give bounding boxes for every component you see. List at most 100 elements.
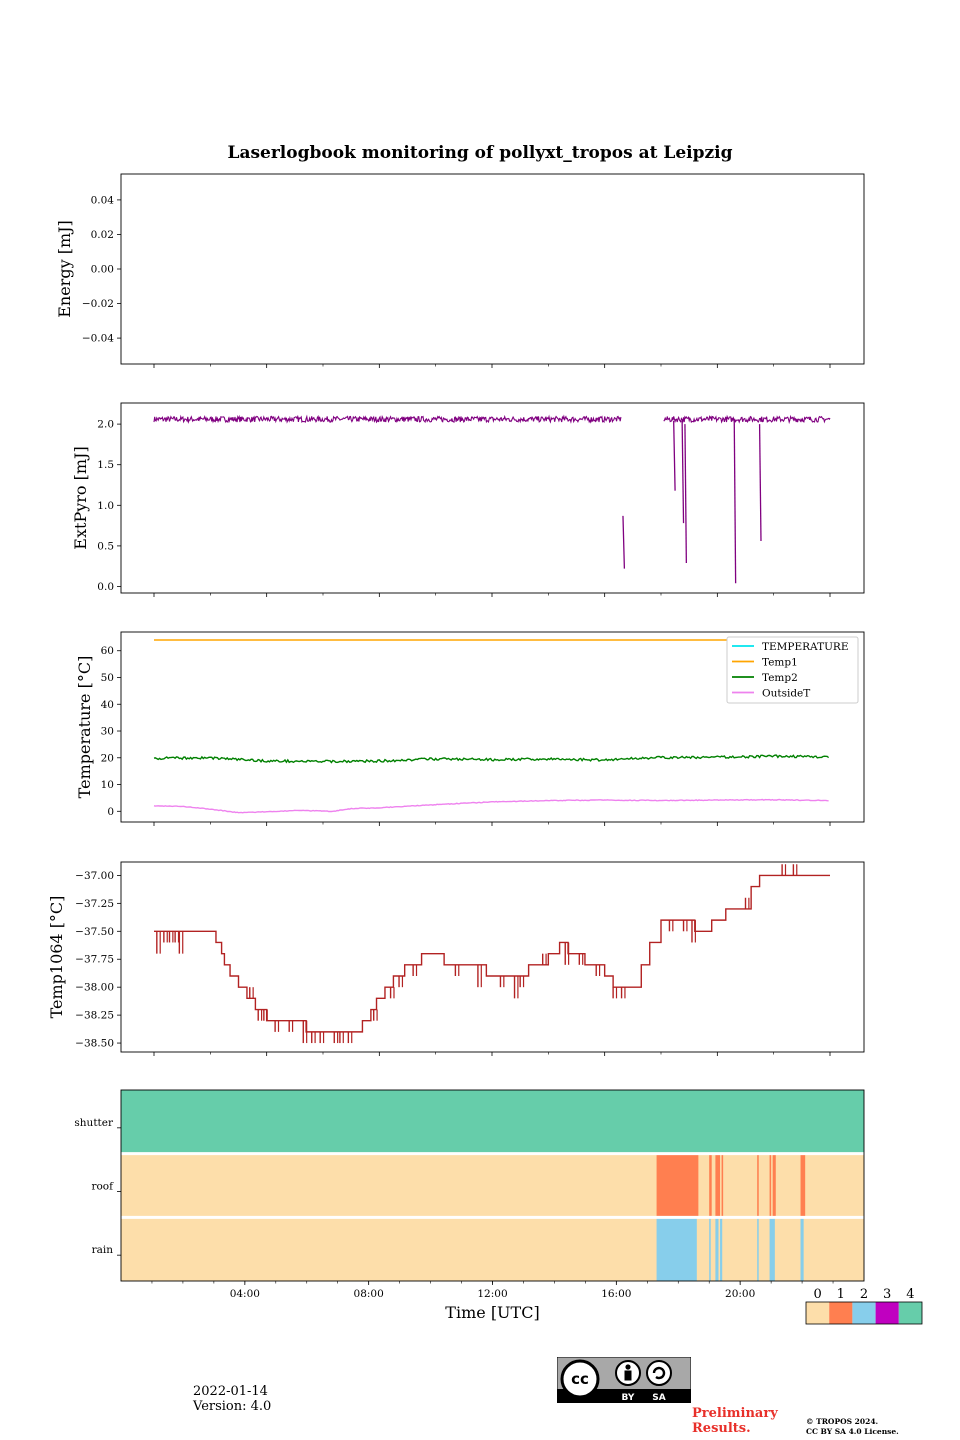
extpyro-dip [758,424,762,542]
event-rain [800,1217,804,1281]
version-label: Version: 4.0 [193,1399,272,1414]
colorbar-label: 4 [906,1287,914,1302]
sa-text: SA [652,1393,665,1403]
event-roof [709,1153,712,1218]
y-tick-label: 0.5 [97,540,114,552]
extpyro-dip [681,420,685,524]
legend-label: TEMPERATURE [762,641,849,653]
y-tick-label: −38.00 [75,982,114,994]
colorbar-cell [898,1302,922,1324]
colorbar-cell [829,1302,853,1324]
x-axis-label: Time [UTC] [445,1303,539,1322]
panel-temp1064: −37.00 −37.25 −37.50 −37.75 −38.00 −38.25 −38.… [47,861,865,1056]
extpyro-dip [684,424,687,563]
y-tick-label: 1.5 [97,459,114,471]
panel-extpyro: 2.0 1.5 1.0 0.5 0.0 ExtPyro [mJ] [71,402,865,597]
y-tick-label: −37.50 [75,926,114,938]
row-label-shutter: shutter [74,1117,114,1129]
cc-by-sa-logo: cc BY SA [557,1357,691,1403]
metadata: 2022-01-14 Version: 4.0 [193,1384,271,1414]
y-tick-label: 20 [101,752,114,764]
extpyro-line [153,414,622,424]
x-tick-label: 20:00 [725,1288,755,1300]
extpyro-dip [673,420,676,491]
colorbar-frame [805,1301,923,1325]
event-rain [720,1217,723,1281]
event-rain [656,1217,697,1281]
license-line-2: CC BY SA 4.0 License. [806,1427,899,1436]
legend-label: Temp2 [762,672,798,684]
cc-icon [560,1359,600,1399]
y-tick-label: 10 [101,779,114,791]
event-roof [800,1153,806,1218]
x-tick-label: 16:00 [601,1288,631,1300]
cc-text: cc [571,1370,589,1388]
y-tick-label: 0.00 [91,264,114,276]
y-tick-label: 0.04 [91,194,115,206]
axes-frame [120,173,865,365]
by-text: BY [622,1393,635,1403]
y-tick-label: 1.0 [97,500,114,512]
legend-label: OutsideT [762,688,810,700]
panel-status: shutter roof rain 04:00 08:00 12:00 16:00 20:00… [74,1089,923,1325]
colorbar-label: 1 [837,1287,845,1302]
colorbar-label: 0 [813,1287,821,1302]
x-tick-label: 04:00 [230,1288,260,1300]
preliminary-line-1: Preliminary [692,1406,778,1421]
license-line-1: © TROPOS 2024. [806,1417,879,1426]
chart-title: Laserlogbook monitoring of pollyxt_tropo… [227,143,732,163]
sa-share-icon [646,1360,672,1386]
y-tick-label: −0.04 [82,333,114,345]
y-tick-label: −37.25 [75,898,114,910]
y-tick-label: −0.02 [82,298,114,310]
colorbar-cell [875,1302,899,1324]
y-axis-label: ExtPyro [mJ] [71,446,90,549]
temp1064-line [154,874,830,1033]
event-roof [757,1153,759,1218]
row-label-roof: roof [91,1181,114,1193]
legend-label: Temp1 [762,657,798,669]
row-rain [121,1217,864,1281]
axes-frame [120,861,865,1053]
y-axis-label: Temperature [°C] [75,656,94,799]
series-temp2 [153,754,830,764]
extpyro-line [663,414,831,425]
y-tick-label: −37.75 [75,954,114,966]
event-rain [709,1217,711,1281]
colorbar-cell [852,1302,876,1324]
row-label-rain: rain [92,1244,114,1256]
axes-frame [120,402,865,594]
event-roof [772,1153,776,1218]
y-tick-label: 50 [101,672,114,684]
y-tick-label: 0.0 [97,581,114,593]
preliminary-note: Preliminary Results. [692,1406,778,1436]
preliminary-line-2: Results. [692,1421,751,1436]
y-tick-label: 0 [107,806,114,818]
panel-energy: 0.04 0.02 0.00 −0.02 −0.04 Energy [mJ] [55,173,865,368]
license-note: © TROPOS 2024. CC BY SA 4.0 License. [806,1417,899,1437]
colorbar-label: 2 [860,1287,868,1302]
y-axis-label: Temp1064 [°C] [47,896,66,1019]
row-shutter [121,1090,864,1154]
axes-frame [120,631,865,823]
date-label: 2022-01-14 [193,1384,268,1399]
event-rain [769,1217,775,1281]
event-rain [757,1217,759,1281]
event-rain [715,1217,719,1281]
series-outsidet [153,798,829,814]
y-tick-label: −37.00 [75,870,114,882]
extpyro-dip [733,419,737,584]
colorbar-label: 3 [883,1287,891,1302]
colorbar-cell [806,1302,830,1324]
y-tick-label: −38.50 [75,1038,114,1050]
event-roof [715,1153,721,1218]
y-tick-label: 2.0 [97,419,114,431]
legend-box [726,636,859,704]
event-roof [721,1153,724,1218]
y-tick-label: 30 [101,726,114,738]
panel-temperature: 60 50 40 30 20 10 0 Temperature [°C] TEMPERATURE… [75,631,865,826]
y-axis-label: Energy [mJ] [55,220,74,318]
x-tick-label: 12:00 [477,1288,507,1300]
event-roof [769,1153,772,1218]
